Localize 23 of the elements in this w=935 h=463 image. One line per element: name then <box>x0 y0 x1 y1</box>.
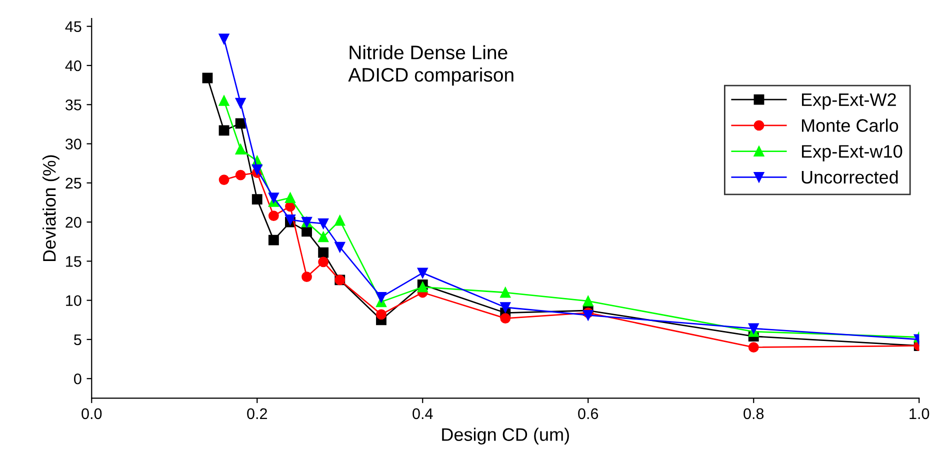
y-tick-label: 20 <box>66 216 82 228</box>
legend-label: Exp-Ext-W2 <box>802 93 896 110</box>
y-tick-label: 40 <box>65 60 82 72</box>
x-tick-label: 0.8 <box>744 408 764 420</box>
y-tick-label: 0 <box>74 373 82 384</box>
y-tick-label: 45 <box>65 21 82 32</box>
annotation: Nitride Dense Line ADICD comparison <box>348 45 514 86</box>
x-tick-label: 0.0 <box>82 408 102 420</box>
x-tick-label: 0.4 <box>412 408 433 420</box>
legend-label: Uncorrected <box>802 170 898 184</box>
legend-label: Monte Carlo <box>802 118 898 132</box>
y-tick-label: 35 <box>66 99 82 110</box>
x-tick-label: 0.2 <box>247 408 267 420</box>
y-tick-label: 30 <box>66 138 82 150</box>
x-tick-label: 0.6 <box>578 408 598 420</box>
y-tick-label: 25 <box>66 178 82 189</box>
y-tick-label: 5 <box>74 334 82 346</box>
legend-label: Exp-Ext-w10 <box>802 145 902 162</box>
y-axis-title: Deviation (%) <box>42 155 60 262</box>
y-tick-label: 10 <box>66 295 82 306</box>
x-axis-title: Design CD (um) <box>442 428 569 445</box>
y-tick-label: 15 <box>66 256 82 267</box>
x-tick-label: 1.0 <box>910 408 930 420</box>
